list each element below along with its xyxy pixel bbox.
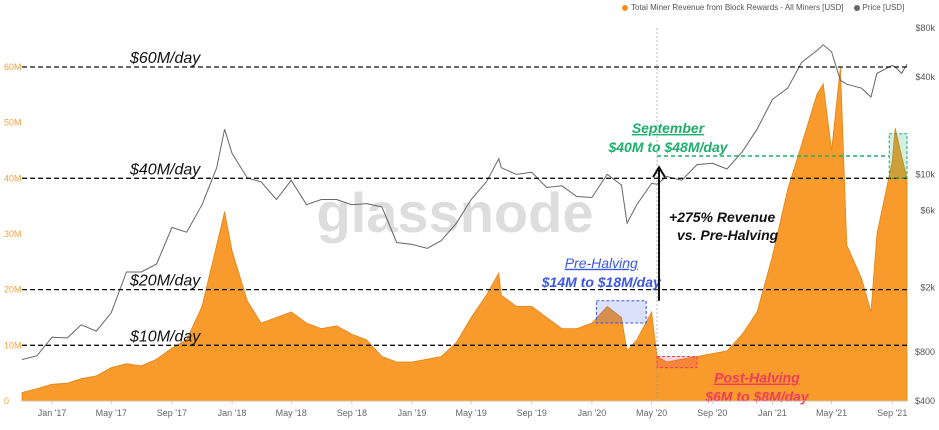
- x-tick-label-11: Sep '20: [697, 408, 727, 418]
- pre-halving-title: Pre-Halving: [565, 255, 638, 271]
- reference-lines-layer: $60M/day $40M/day $20M/day $10M/day: [22, 50, 907, 346]
- x-tick-label-10: May '20: [636, 408, 667, 418]
- september-box: [888, 133, 908, 179]
- y-right-tick-label-6: $80k: [915, 23, 935, 33]
- reference-line-label-0: $60M/day: [129, 50, 201, 67]
- x-tick-label-9: Jan '20: [578, 408, 607, 418]
- y-right-tick-label-3: $6k: [920, 205, 935, 215]
- y-right-tick-label-1: $800: [915, 347, 935, 357]
- increase-label-line2: vs. Pre-Halving: [677, 227, 779, 243]
- y-left-tick-label-1: 10M: [4, 340, 22, 350]
- legend-item-price[interactable]: Price [USD]: [853, 3, 905, 12]
- y-left-tick-label-5: 50M: [4, 118, 22, 128]
- x-tick-label-8: Sep '19: [517, 408, 547, 418]
- september-range: $40M to $48M/day: [607, 139, 728, 155]
- watermark: glassnode: [317, 181, 594, 244]
- reference-line-label-1: $40M/day: [129, 161, 201, 178]
- y-right-tick-label-2: $2k: [920, 283, 935, 293]
- legend-revenue-label: Total Miner Revenue from Block Rewards -…: [631, 3, 844, 12]
- x-tick-label-12: Jan '21: [758, 408, 787, 418]
- y-left-tick-label-0: 0: [4, 396, 9, 406]
- x-tick-label-5: Sep '18: [337, 408, 367, 418]
- legend-revenue-swatch-icon: [622, 4, 628, 11]
- y-left-tick-label-6: 60M: [4, 62, 22, 72]
- axes-layer: Jan '17 May '17 Sep '17 Jan '18 May '18 Sep '…: [4, 23, 935, 418]
- x-tick-label-7: May '19: [456, 408, 487, 418]
- y-left-tick-label-2: 20M: [4, 285, 22, 295]
- annotations-layer: Pre-Halving $14M to $18M/day Post-Halving $…: [541, 28, 908, 405]
- increase-label-line1: +275% Revenue: [669, 209, 775, 225]
- reference-line-label-2: $20M/day: [129, 273, 201, 290]
- pre-halving-range: $14M to $18M/day: [541, 274, 662, 290]
- y-right-tick-label-4: $10k: [915, 169, 935, 179]
- post-halving-title: Post-Halving: [714, 370, 800, 386]
- x-tick-label-0: Jan '17: [38, 408, 67, 418]
- x-tick-label-14: Sep '21: [877, 408, 907, 418]
- y-left-tick-label-4: 40M: [4, 173, 22, 183]
- post-halving-range: $6M to $8M/day: [704, 389, 810, 405]
- legend-item-revenue[interactable]: Total Miner Revenue from Block Rewards -…: [622, 3, 844, 12]
- x-tick-label-2: Sep '17: [157, 408, 187, 418]
- x-tick-label-1: May '17: [96, 408, 127, 418]
- reference-line-label-3: $10M/day: [129, 328, 201, 345]
- september-title: September: [632, 120, 706, 136]
- price-line-layer: [21, 44, 908, 361]
- y-left-tick-label-3: 30M: [4, 229, 22, 239]
- x-tick-label-3: Jan '18: [218, 408, 247, 418]
- price-line: [21, 44, 908, 361]
- legend-price-swatch-icon: [853, 4, 860, 11]
- x-tick-label-13: May '21: [816, 408, 847, 418]
- pre-halving-box: [595, 300, 647, 324]
- revenue-area-layer: [21, 66, 908, 402]
- revenue-area: [21, 66, 908, 402]
- chart-legend: Total Miner Revenue from Block Rewards -…: [622, 3, 904, 12]
- legend-price-label: Price [USD]: [862, 3, 905, 12]
- y-right-tick-label-0: $400: [915, 396, 935, 406]
- y-right-tick-label-5: $40k: [915, 72, 935, 82]
- x-tick-label-4: May '18: [276, 408, 307, 418]
- increase-arrow-head-icon: [652, 165, 666, 178]
- post-halving-box: [656, 355, 698, 369]
- x-tick-label-6: Jan '19: [398, 408, 427, 418]
